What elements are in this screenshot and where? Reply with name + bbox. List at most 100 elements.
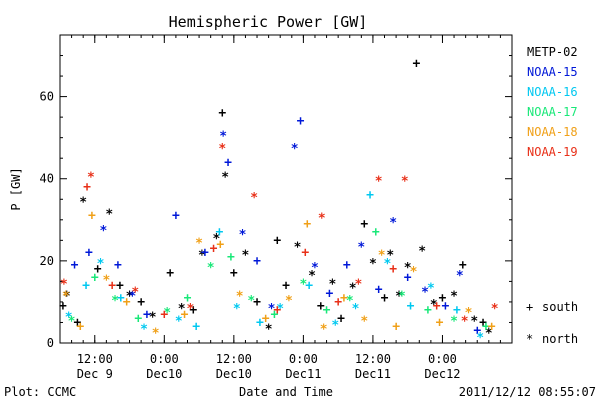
data-point-noaa-19-north: *: [375, 175, 383, 190]
data-point-noaa-18-south: +: [76, 320, 84, 335]
data-point-metp-02-south: +: [337, 311, 345, 326]
data-point-noaa-19-north: *: [250, 191, 258, 206]
data-point-metp-02-north: *: [328, 277, 336, 292]
data-point-noaa-15-south: +: [85, 246, 93, 261]
data-point-noaa-15-south: +: [326, 287, 334, 302]
data-point-noaa-17-north: *: [163, 306, 171, 321]
data-point-metp-02-north: *: [308, 269, 316, 284]
data-point-noaa-17-south: +: [482, 320, 490, 335]
data-point-noaa-19-north: *: [131, 286, 139, 301]
data-point-noaa-19-south: +: [334, 295, 342, 310]
data-point-noaa-17-south: +: [372, 225, 380, 240]
data-point-noaa-16-north: *: [352, 302, 360, 317]
legend-entry-noaa-19: NOAA-19: [527, 145, 578, 159]
data-point-noaa-17-south: +: [270, 307, 278, 322]
data-point-metp-02-north: *: [404, 261, 412, 276]
x-tick-label-date: Dec10: [146, 367, 182, 381]
legend-entry-noaa-17: NOAA-17: [527, 105, 578, 119]
data-point-noaa-18-south: +: [216, 237, 224, 252]
data-point-metp-02-north: *: [485, 327, 493, 342]
data-point-noaa-15-south: +: [297, 114, 305, 129]
data-point-noaa-16-south: +: [117, 291, 125, 306]
data-point-noaa-16-south: +: [82, 279, 90, 294]
data-point-metp-02-south: +: [189, 303, 197, 318]
data-point-noaa-18-south: +: [340, 291, 348, 306]
data-point-noaa-15-south: +: [143, 307, 151, 322]
data-point-noaa-16-south: +: [366, 188, 374, 203]
data-point-noaa-15-north: *: [268, 302, 276, 317]
y-tick-label: 40: [40, 172, 54, 186]
data-point-metp-02-south: +: [116, 279, 124, 294]
data-point-metp-02-south: +: [459, 258, 467, 273]
data-point-noaa-16-north: *: [97, 257, 105, 272]
legend-entry-metp-02: METP-02: [527, 45, 578, 59]
data-point-metp-02-south: +: [360, 217, 368, 232]
data-point-metp-02-north: *: [265, 323, 273, 338]
data-point-metp-02-south: +: [479, 315, 487, 330]
data-point-noaa-19-north: *: [491, 302, 499, 317]
chart-title: Hemispheric Power [GW]: [169, 13, 368, 31]
data-point-noaa-19-south: +: [83, 180, 91, 195]
data-point-metp-02-north: *: [349, 282, 357, 297]
data-point-noaa-18-north: *: [320, 323, 328, 338]
data-point-noaa-17-north: *: [68, 314, 76, 329]
data-point-noaa-19-south: +: [160, 307, 168, 322]
x-tick-label-date: Dec12: [424, 367, 460, 381]
data-point-metp-02-north: *: [386, 249, 394, 264]
data-point-noaa-17-south: +: [227, 250, 235, 265]
data-point-noaa-17-south: +: [184, 291, 192, 306]
south-marker-symbol: +: [526, 300, 533, 314]
data-point-noaa-16-south: +: [453, 303, 461, 318]
data-point-noaa-16-north: *: [383, 257, 391, 272]
data-point-metp-02-north: *: [149, 310, 157, 325]
data-point-noaa-18-south: +: [88, 209, 96, 224]
data-point-metp-02-north: *: [79, 195, 87, 210]
data-point-metp-02-south: +: [412, 57, 420, 72]
legend-entry-noaa-16: NOAA-16: [527, 85, 578, 99]
data-point-noaa-15-south: +: [473, 324, 481, 339]
data-point-noaa-18-north: *: [285, 294, 293, 309]
data-point-metp-02-south: +: [253, 295, 261, 310]
data-point-noaa-17-north: *: [346, 294, 354, 309]
data-point-metp-02-north: *: [198, 249, 206, 264]
data-point-noaa-16-north: *: [175, 314, 183, 329]
data-point-noaa-15-south: +: [201, 246, 209, 261]
x-tick-label-time: 12:00: [216, 352, 252, 366]
data-point-metp-02-north: *: [242, 249, 250, 264]
data-point-noaa-15-north: *: [421, 286, 429, 301]
data-point-noaa-19-south: +: [108, 279, 116, 294]
legend-entry-noaa-18: NOAA-18: [527, 125, 578, 139]
data-point-noaa-18-north: *: [465, 306, 473, 321]
legend-entry-noaa-15: NOAA-15: [527, 65, 578, 79]
data-point-noaa-18-north: *: [152, 327, 160, 342]
data-point-noaa-19-north: *: [218, 142, 226, 157]
data-point-noaa-15-south: +: [71, 258, 79, 273]
data-point-metp-02-south: +: [282, 279, 290, 294]
data-point-noaa-16-north: *: [233, 302, 241, 317]
data-point-metp-02-south: +: [59, 299, 67, 314]
data-point-metp-02-north: *: [294, 240, 302, 255]
data-point-noaa-18-north: *: [236, 290, 244, 305]
data-point-noaa-18-north: *: [195, 236, 203, 251]
data-point-noaa-18-south: +: [262, 311, 270, 326]
x-tick-label-date: Dec11: [355, 367, 391, 381]
data-point-noaa-18-north: *: [102, 273, 110, 288]
data-point-noaa-15-south: +: [253, 254, 261, 269]
north-marker-label: north: [542, 332, 578, 346]
data-point-noaa-19-south: +: [210, 242, 218, 257]
data-point-metp-02-north: *: [178, 302, 186, 317]
x-tick-label-date: Dec 9: [77, 367, 113, 381]
data-point-noaa-19-north: *: [318, 212, 326, 227]
data-point-metp-02-south: +: [166, 266, 174, 281]
data-point-noaa-19-north: *: [186, 302, 194, 317]
y-axis-label: P [GW]: [9, 167, 23, 210]
data-point-noaa-17-north: *: [207, 261, 215, 276]
data-point-metp-02-south: +: [273, 233, 281, 248]
data-point-noaa-16-north: *: [331, 318, 339, 333]
data-point-metp-02-north: *: [369, 257, 377, 272]
data-point-metp-02-south: +: [381, 291, 389, 306]
data-point-noaa-18-south: +: [303, 217, 311, 232]
y-tick-label: 60: [40, 90, 54, 104]
data-point-noaa-16-south: +: [256, 315, 264, 330]
data-point-noaa-15-south: +: [114, 258, 122, 273]
